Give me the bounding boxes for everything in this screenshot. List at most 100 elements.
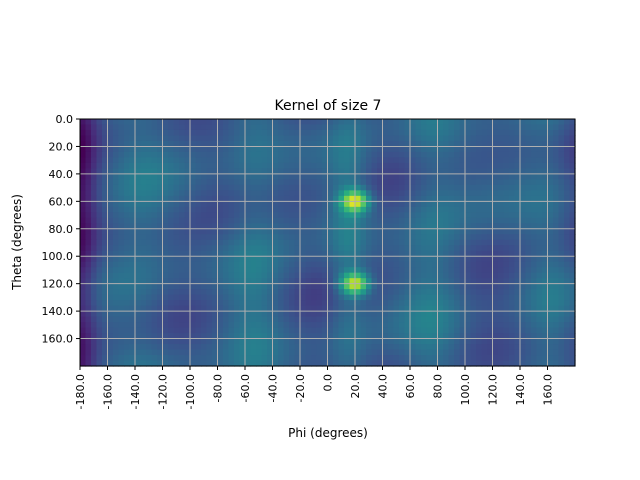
heatmap-cell xyxy=(476,355,483,362)
heatmap-cell xyxy=(146,129,153,137)
heatmap-cell xyxy=(503,256,510,263)
heatmap-cell xyxy=(366,300,373,307)
heatmap xyxy=(80,119,576,367)
heatmap-cell xyxy=(553,355,560,362)
heatmap-cell xyxy=(481,124,488,131)
heatmap-cell xyxy=(481,360,488,367)
heatmap-cell xyxy=(388,223,395,230)
heatmap-cell xyxy=(377,129,384,137)
heatmap-cell xyxy=(239,168,246,175)
heatmap-cell xyxy=(459,228,466,235)
heatmap-cell xyxy=(382,223,389,230)
heatmap-cell xyxy=(217,300,224,307)
heatmap-cell xyxy=(404,300,411,307)
heatmap-cell xyxy=(443,135,450,142)
heatmap-cell xyxy=(195,217,202,224)
heatmap-cell xyxy=(96,344,103,351)
heatmap-cell xyxy=(338,157,345,164)
heatmap-cell xyxy=(481,311,488,318)
heatmap-cell xyxy=(201,250,208,257)
heatmap-cell xyxy=(426,124,433,131)
heatmap-cell xyxy=(316,294,323,301)
heatmap-cell xyxy=(470,333,477,340)
heatmap-cell xyxy=(201,119,208,126)
heatmap-cell xyxy=(217,322,224,329)
heatmap-cell xyxy=(228,327,235,334)
heatmap-cell xyxy=(448,140,455,148)
heatmap-cell xyxy=(514,140,521,148)
heatmap-cell xyxy=(168,311,175,318)
heatmap-cell xyxy=(382,173,389,180)
heatmap-cell xyxy=(514,267,521,274)
heatmap-cell xyxy=(173,162,180,169)
heatmap-cell xyxy=(569,289,576,296)
heatmap-cell xyxy=(107,135,114,142)
heatmap-cell xyxy=(564,316,571,323)
heatmap-cell xyxy=(470,168,477,175)
heatmap-cell xyxy=(426,360,433,367)
heatmap-cell xyxy=(102,212,109,219)
heatmap-cell xyxy=(487,360,494,367)
heatmap-cell xyxy=(278,151,285,159)
heatmap-cell xyxy=(404,234,411,241)
x-tick-label: 0.0 xyxy=(322,374,335,392)
heatmap-cell xyxy=(564,294,571,301)
heatmap-cell xyxy=(454,349,461,356)
heatmap-cell xyxy=(366,289,373,296)
heatmap-cell xyxy=(421,146,428,153)
heatmap-cell xyxy=(294,119,301,126)
heatmap-cell xyxy=(201,289,208,296)
heatmap-cell xyxy=(492,261,499,268)
heatmap-cell xyxy=(421,140,428,148)
heatmap-cell xyxy=(454,162,461,169)
heatmap-cell xyxy=(492,223,499,230)
heatmap-cell xyxy=(322,322,329,329)
heatmap-cell xyxy=(168,360,175,367)
heatmap-cell xyxy=(448,294,455,301)
heatmap-cell xyxy=(553,234,560,241)
heatmap-cell xyxy=(443,250,450,257)
heatmap-cell xyxy=(531,146,538,153)
heatmap-cell xyxy=(547,146,554,153)
heatmap-cell xyxy=(371,349,378,356)
heatmap-cell xyxy=(157,157,164,164)
heatmap-cell xyxy=(239,190,246,197)
heatmap-cell xyxy=(448,289,455,296)
heatmap-cell xyxy=(250,305,257,312)
heatmap-cell xyxy=(267,206,274,213)
heatmap-cell xyxy=(421,327,428,334)
heatmap-cell xyxy=(168,206,175,213)
heatmap-cell xyxy=(113,355,120,362)
heatmap-cell xyxy=(437,157,444,164)
heatmap-cell xyxy=(426,261,433,268)
heatmap-cell xyxy=(393,217,400,224)
heatmap-cell xyxy=(256,261,263,268)
heatmap-cell xyxy=(448,223,455,230)
heatmap-cell xyxy=(135,151,142,159)
heatmap-cell xyxy=(146,157,153,164)
heatmap-cell xyxy=(223,338,230,345)
heatmap-cell xyxy=(338,151,345,159)
heatmap-cell xyxy=(360,289,367,296)
heatmap-cell xyxy=(487,201,494,208)
heatmap-cell xyxy=(410,217,417,224)
heatmap-cell xyxy=(250,333,257,340)
heatmap-cell xyxy=(569,338,576,345)
heatmap-cell xyxy=(162,245,169,252)
heatmap-cell xyxy=(388,250,395,257)
heatmap-cell xyxy=(322,294,329,301)
heatmap-cell xyxy=(377,217,384,224)
heatmap-cell xyxy=(245,119,252,126)
heatmap-cell xyxy=(294,344,301,351)
heatmap-cell xyxy=(113,344,120,351)
heatmap-cell xyxy=(454,228,461,235)
heatmap-cell xyxy=(151,250,158,257)
heatmap-cell xyxy=(459,195,466,202)
heatmap-cell xyxy=(96,261,103,268)
heatmap-cell xyxy=(355,151,362,159)
heatmap-cell xyxy=(377,146,384,153)
heatmap-cell xyxy=(459,157,466,164)
heatmap-cell xyxy=(487,212,494,219)
heatmap-cell xyxy=(432,289,439,296)
